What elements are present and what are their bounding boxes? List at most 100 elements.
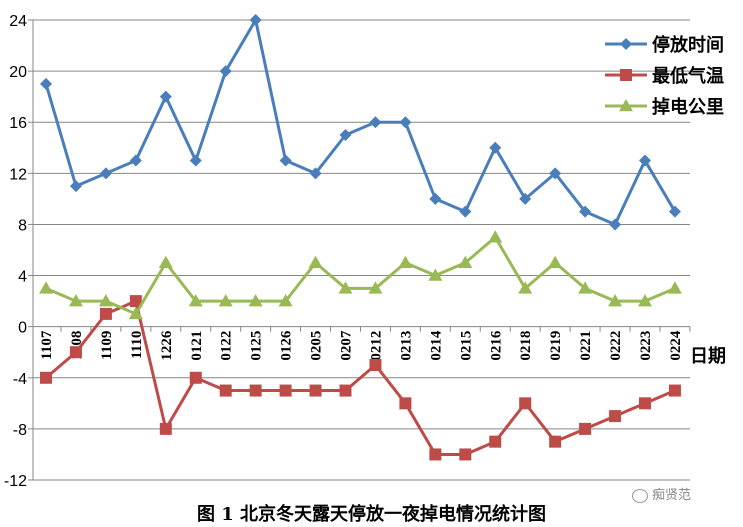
- axes: [28, 19, 691, 481]
- data-point: [549, 167, 562, 180]
- series-line: [44, 18, 677, 226]
- x-tick-label: 0215: [458, 331, 474, 361]
- x-tick-label: 0121: [189, 331, 205, 361]
- data-point: [429, 448, 442, 461]
- series-line: [45, 235, 676, 316]
- data-point: [249, 14, 262, 26]
- x-tick-label: 1226: [159, 330, 175, 361]
- data-point: [129, 154, 142, 167]
- x-tick-label: 0224: [668, 330, 684, 361]
- data-point: [620, 69, 632, 81]
- data-point: [668, 205, 681, 218]
- data-point: [278, 294, 293, 307]
- x-axis-label: 日期: [690, 346, 726, 367]
- data-point: [369, 359, 382, 371]
- data-point: [398, 255, 413, 269]
- data-point: [68, 294, 83, 307]
- legend-item: 最低气温: [605, 65, 724, 87]
- x-tick-label: 0216: [488, 330, 504, 361]
- data-point: [399, 397, 412, 410]
- x-tick-label: 0223: [638, 331, 654, 361]
- data-point: [608, 294, 623, 307]
- data-point: [369, 116, 382, 129]
- data-point: [219, 65, 232, 78]
- series-group: [39, 14, 682, 461]
- chart-caption: 图 1 北京冬天露天停放一夜掉电情况统计图: [196, 504, 547, 525]
- data-point: [40, 77, 52, 90]
- y-tick-label: 20: [9, 64, 27, 81]
- y-tick-label: 12: [9, 166, 27, 183]
- x-tick-label: 0213: [398, 331, 414, 361]
- data-point: [159, 422, 172, 435]
- series-line: [45, 299, 676, 456]
- x-tick-label: 0205: [309, 331, 325, 361]
- data-point: [189, 371, 202, 384]
- watermark-text: 痴贤范: [652, 488, 692, 503]
- data-point: [619, 99, 633, 112]
- data-point: [639, 397, 651, 410]
- data-point: [189, 154, 202, 167]
- data-point: [279, 384, 292, 397]
- x-tick-label: 0222: [608, 331, 624, 361]
- y-tick-label: 0: [18, 320, 27, 337]
- data-point: [518, 281, 533, 294]
- data-point: [218, 294, 233, 307]
- data-point: [279, 154, 292, 167]
- watermark: 痴贤范: [632, 484, 691, 503]
- y-tick-label: -8: [13, 422, 27, 439]
- data-point: [339, 384, 352, 397]
- data-point: [308, 255, 323, 269]
- data-point: [579, 205, 592, 218]
- x-tick-label: 1110: [129, 331, 145, 359]
- y-tick-label: 16: [9, 115, 27, 132]
- y-tick-label: 24: [9, 13, 27, 30]
- data-point: [489, 435, 502, 448]
- data-point: [668, 384, 681, 397]
- data-point: [428, 268, 443, 281]
- legend-label: 掉电公里: [652, 96, 724, 118]
- y-tick-label: 8: [18, 217, 27, 234]
- x-tick-label: 0212: [368, 331, 384, 361]
- data-point: [338, 281, 353, 294]
- y-tick-label: -12: [4, 473, 27, 490]
- data-point: [69, 346, 82, 359]
- data-point: [69, 180, 82, 193]
- y-axis-ticks: 24 20 16 12 8 4 0 -4 -8 -12: [4, 13, 27, 490]
- wechat-icon: [632, 488, 648, 503]
- data-point: [458, 255, 473, 269]
- data-point: [519, 397, 532, 410]
- x-tick-label: 0122: [219, 331, 235, 361]
- data-point: [98, 294, 113, 307]
- data-point: [519, 192, 532, 205]
- data-point: [249, 384, 262, 397]
- data-point: [459, 448, 472, 461]
- series-triangle: [39, 230, 682, 320]
- data-point: [459, 205, 472, 218]
- data-point: [40, 371, 52, 384]
- data-point: [549, 435, 562, 448]
- data-point: [578, 281, 593, 294]
- data-point: [39, 281, 53, 294]
- data-point: [128, 306, 143, 320]
- legend-item: 掉电公里: [605, 96, 724, 118]
- data-point: [609, 218, 622, 231]
- y-tick-label: -4: [13, 371, 27, 388]
- data-point: [429, 192, 442, 205]
- legend-item: 停放时间: [605, 34, 724, 56]
- data-point: [368, 281, 383, 294]
- x-axis-ticks: 1107 1108 1109 1110 1226 0121 0122 0125 0126 0205…: [39, 330, 684, 361]
- data-point: [309, 167, 322, 180]
- data-point: [248, 294, 263, 307]
- data-point: [638, 294, 652, 307]
- x-tick-label: 0219: [548, 331, 564, 361]
- data-point: [158, 255, 173, 269]
- data-point: [159, 90, 172, 103]
- legend-label: 最低气温: [652, 65, 724, 87]
- data-point: [488, 230, 503, 243]
- grid-lines: [33, 19, 690, 481]
- data-point: [620, 38, 632, 50]
- legend-label: 停放时间: [652, 34, 724, 56]
- data-point: [489, 141, 502, 154]
